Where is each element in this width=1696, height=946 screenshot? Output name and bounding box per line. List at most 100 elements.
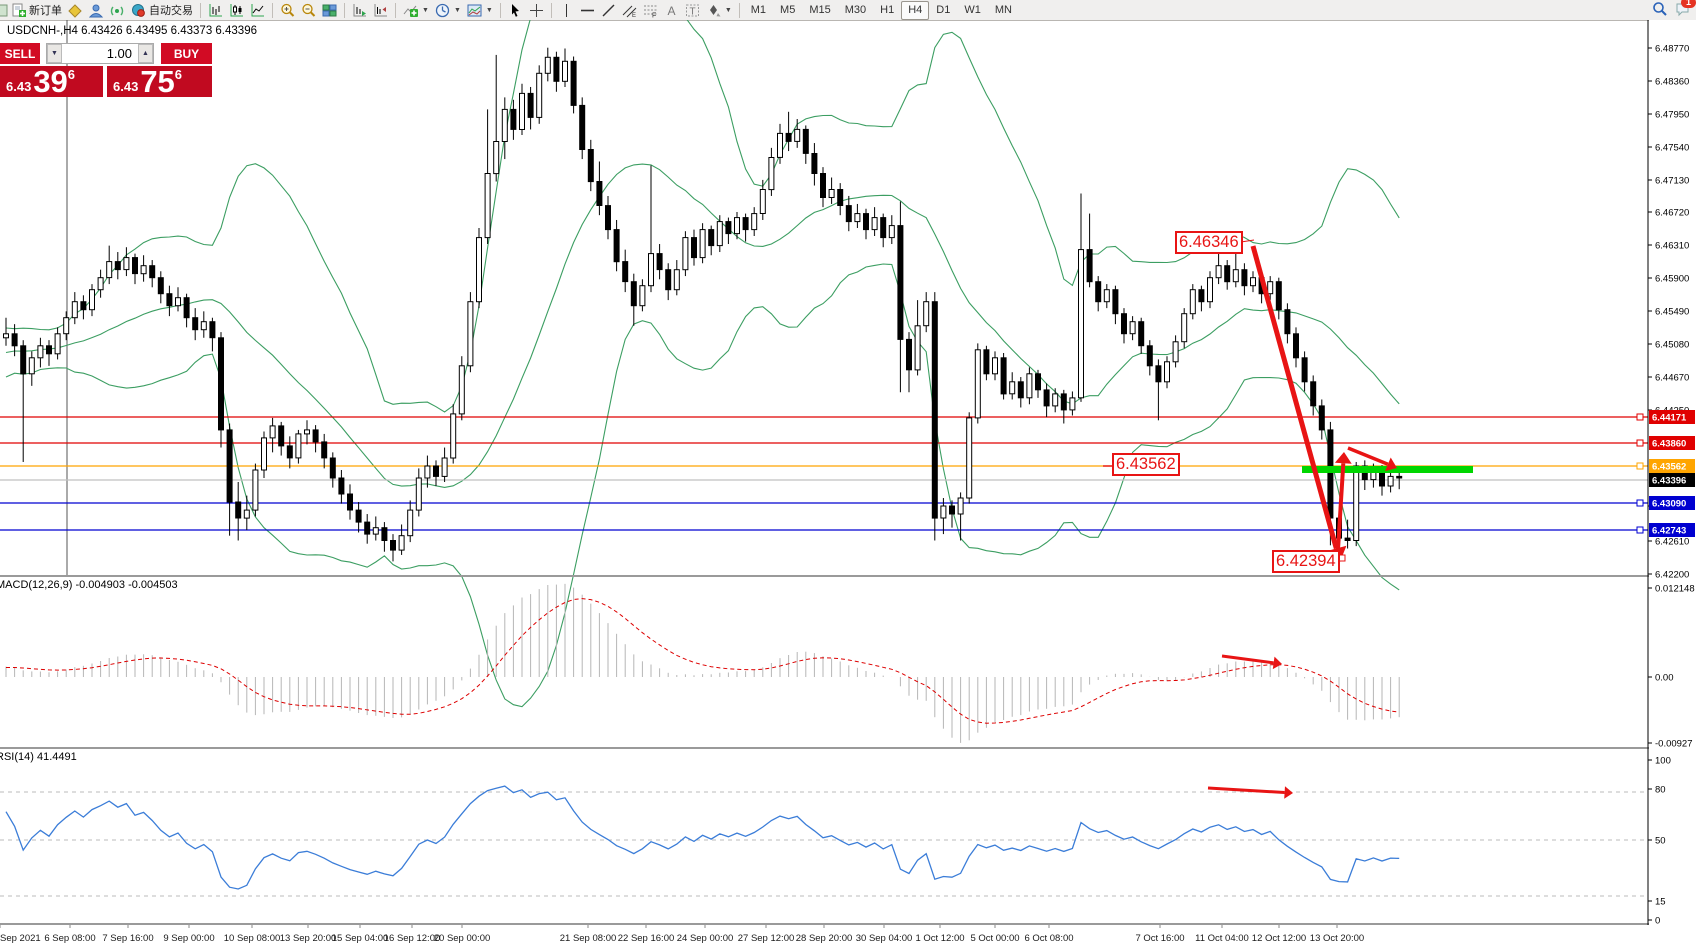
text-icon: A [664,3,679,18]
annotation-price-label-low[interactable]: 6.42394 [1272,550,1340,573]
chart-profiles-button[interactable] [65,1,86,19]
zoom-out-button[interactable] [298,1,319,19]
time-axis-label: 28 Sep 20:00 [796,933,853,944]
crosshair-button[interactable] [526,1,547,19]
annotation-arrow[interactable] [1335,463,1346,567]
annotation-arrowhead[interactable] [1284,786,1293,799]
zoom-in-button[interactable] [277,1,298,19]
tab-timeframe-mn[interactable]: MN [994,3,1012,16]
time-axis-label: 7 Sep 16:00 [102,933,153,944]
time-axis-label: 15 Sep 04:00 [332,933,389,944]
rsi-axis-tick: 15 [1655,897,1666,908]
annotation-price-label-mid[interactable]: 6.43562 [1112,453,1180,476]
price-tag [1649,459,1695,473]
chart-shift-button[interactable] [370,1,391,19]
rsi-axis-tick: 50 [1655,836,1666,847]
annotation-arrowhead[interactable] [1334,452,1352,464]
hline-handle-6.43562[interactable] [1636,462,1644,470]
arrows-tool-icon [706,3,721,18]
tile-windows-button[interactable] [319,1,340,19]
svg-text:F: F [652,12,656,18]
tab-timeframe-m5[interactable]: M5 [780,3,796,16]
chart-canvas[interactable]: 6.48770 6.48360 6.47950 6.47540 6.47130 6.467… [0,20,1696,946]
auto-scroll-button[interactable] [349,1,370,19]
hline-handle-6.43090[interactable] [1636,499,1644,507]
horizontal-line-button[interactable] [577,1,598,19]
vertical-line-button[interactable] [556,1,577,19]
time-axis-label: 6 Sep 08:00 [44,933,95,944]
annotation-arrow[interactable] [1347,446,1389,466]
time-axis-label: 13 Sep 20:00 [280,933,337,944]
text-label-button[interactable]: T [682,1,703,19]
volume-input[interactable] [62,44,138,63]
macd-axis-tick: 0.00 [1655,673,1674,684]
market-watch-button[interactable] [86,1,107,19]
svg-text:A: A [667,4,675,18]
fibonacci-icon: F [643,3,658,18]
price-axis-tick: 6.44670 [1655,373,1689,384]
volume-increase-button[interactable]: ▲ [138,44,153,63]
time-axis-label: 10 Sep 08:00 [224,933,281,944]
annotation-arrow[interactable] [1207,786,1285,794]
signals-icon [110,3,125,18]
arrows-tool-button[interactable]: ▼ [703,1,735,19]
annotation-handle[interactable] [1338,554,1346,562]
price-axis-tick: 6.46720 [1655,208,1689,219]
annotation-price-label-top[interactable]: 6.46346 [1175,231,1243,254]
tab-timeframe-m15[interactable]: M15 [809,3,831,16]
arrows-tool-caret[interactable]: ▼ [724,6,732,14]
crosshair-icon [529,3,544,18]
candle-chart-button[interactable] [226,1,247,19]
buy-button[interactable]: BUY [161,43,212,64]
text-button[interactable]: A [661,1,682,19]
volume-decrease-button[interactable]: ▼ [47,44,62,63]
hline-handle-6.43860[interactable] [1636,439,1644,447]
periods-clock-icon [435,3,450,18]
templates-caret[interactable]: ▼ [485,6,493,14]
svg-text:6.43396: 6.43396 [1652,476,1686,487]
sell-price-sup: 6 [67,67,76,82]
autotrade-icon [131,3,146,18]
tab-timeframe-m1[interactable]: M1 [750,3,767,16]
chat-icon[interactable]: 1 [1675,0,1696,17]
bar-chart-button[interactable] [205,1,226,19]
annotation-arrow[interactable] [1221,654,1274,665]
autotrade-button[interactable]: 自动交易 [128,1,196,19]
trendline-button[interactable] [598,1,619,19]
price-axis-tick: 6.45490 [1655,307,1689,318]
tab-timeframe-w1[interactable]: W1 [964,3,981,16]
periods-caret[interactable]: ▼ [453,6,461,14]
signals-button[interactable] [107,1,128,19]
annotation-arrowhead[interactable] [1385,457,1397,472]
indicators-button[interactable]: ▼ [400,1,432,19]
templates-button[interactable]: ▼ [464,1,496,19]
tab-timeframe-h4[interactable]: H4 [901,0,930,20]
tab-timeframe-h1[interactable]: H1 [880,3,895,16]
fibonacci-button[interactable]: F [640,1,661,19]
line-chart-button[interactable] [247,1,268,19]
svg-text:6.43090: 6.43090 [1652,499,1686,510]
cursor-button[interactable] [505,1,526,19]
zoom-out-icon [301,3,316,18]
notification-badge[interactable]: 1 [1681,0,1696,8]
tab-timeframe-d1[interactable]: D1 [936,3,951,16]
buy-price-big: 75 [140,64,175,99]
equidistant-channel-icon: E [622,3,637,18]
buy-price[interactable]: 6.43 75 6 [107,66,212,97]
candle-chart-icon [229,3,244,18]
indicators-caret[interactable]: ▼ [422,6,429,14]
periods-button[interactable]: ▼ [432,1,464,19]
new-order-label: 新订单 [29,5,62,17]
equidistant-channel-button[interactable]: E [619,1,640,19]
hline-handle-6.42743[interactable] [1636,526,1644,534]
annotation-arrowhead[interactable] [1272,656,1282,670]
sell-price[interactable]: 6.43 39 6 [0,66,103,97]
annotation-arrow[interactable] [1250,245,1339,550]
new-order-button[interactable]: 新订单 [8,1,65,19]
svg-text:T: T [689,6,695,17]
sell-button[interactable]: SELL [0,43,40,64]
hline-handle-6.44171[interactable] [1636,413,1644,421]
search-icon[interactable] [1652,1,1667,16]
tab-timeframe-m30[interactable]: M30 [844,3,867,16]
